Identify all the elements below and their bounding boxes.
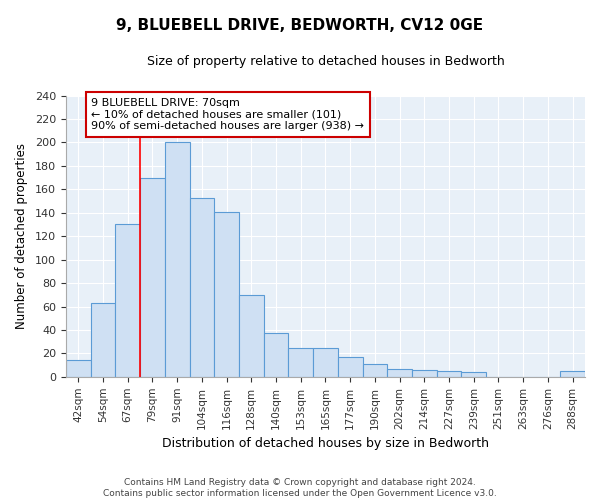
Bar [214, 212, 239, 377]
X-axis label: Distribution of detached houses by size in Bedworth: Distribution of detached houses by size … [162, 437, 489, 450]
Bar [66, 360, 91, 377]
Bar [263, 334, 289, 377]
Bar [560, 371, 585, 377]
Text: 9 BLUEBELL DRIVE: 70sqm
← 10% of detached houses are smaller (101)
90% of semi-d: 9 BLUEBELL DRIVE: 70sqm ← 10% of detache… [91, 98, 364, 131]
Bar [115, 224, 140, 377]
Bar [362, 364, 387, 377]
Bar [387, 368, 412, 377]
Bar [461, 372, 486, 377]
Bar [313, 348, 338, 377]
Bar [190, 198, 214, 377]
Bar [165, 142, 190, 377]
Bar [338, 357, 362, 377]
Bar [412, 370, 437, 377]
Bar [140, 178, 165, 377]
Bar [289, 348, 313, 377]
Bar [239, 295, 263, 377]
Bar [91, 303, 115, 377]
Title: Size of property relative to detached houses in Bedworth: Size of property relative to detached ho… [146, 55, 505, 68]
Bar [437, 371, 461, 377]
Text: 9, BLUEBELL DRIVE, BEDWORTH, CV12 0GE: 9, BLUEBELL DRIVE, BEDWORTH, CV12 0GE [116, 18, 484, 32]
Y-axis label: Number of detached properties: Number of detached properties [15, 143, 28, 329]
Text: Contains HM Land Registry data © Crown copyright and database right 2024.
Contai: Contains HM Land Registry data © Crown c… [103, 478, 497, 498]
